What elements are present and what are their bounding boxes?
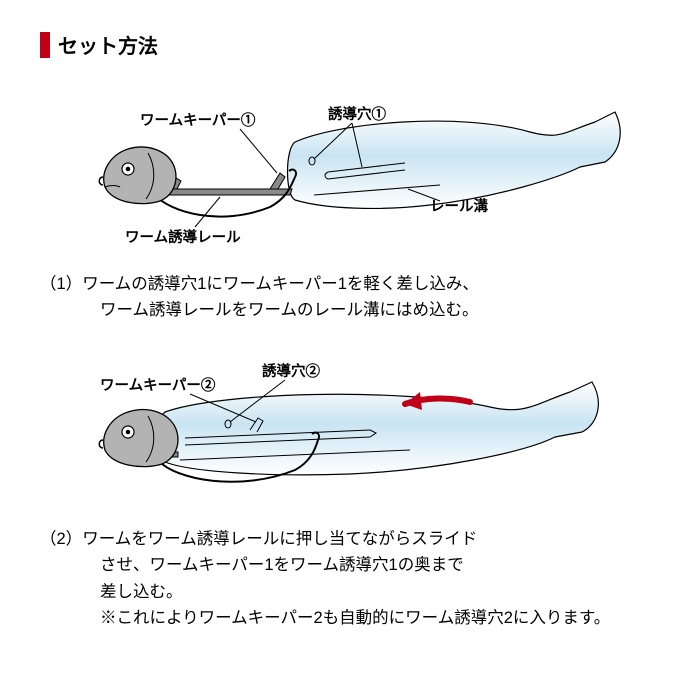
diagram-1: ワームキーパー① 誘導穴① レール溝 ワーム誘導レール: [40, 77, 660, 257]
step2-number: （2）: [40, 526, 82, 552]
label-worm-keeper-2: ワームキーパー②: [100, 376, 216, 394]
caption-step-2: （2）ワームをワーム誘導レールに押し当てながらスライド させ、ワームキーパー1を…: [40, 526, 660, 632]
diagram-2: 誘導穴② ワームキーパー②: [40, 342, 660, 512]
label-guide-hole-1: 誘導穴①: [328, 105, 386, 123]
step2-note: ※これによりワームキーパー2も自動的にワーム誘導穴2に入ります。: [58, 605, 660, 631]
label-worm-keeper-1: ワームキーパー①: [140, 111, 256, 129]
label-rail-groove: レール溝: [430, 197, 488, 215]
step1-number: （1）: [40, 271, 82, 297]
caption-step-1: （1）ワームの誘導穴1にワームキーパー1を軽く差し込み、 ワーム誘導レールをワー…: [40, 271, 660, 324]
title-accent-bar: [40, 32, 50, 58]
page-title: セット方法: [58, 30, 158, 59]
jig-head-assembly: [99, 147, 296, 217]
label-guide-hole-2: 誘導穴②: [262, 362, 320, 380]
title-row: セット方法: [40, 30, 660, 59]
worm-body-2: [158, 382, 598, 475]
label-worm-guide-rail: ワーム誘導レール: [125, 228, 241, 246]
worm-body: [288, 112, 621, 208]
